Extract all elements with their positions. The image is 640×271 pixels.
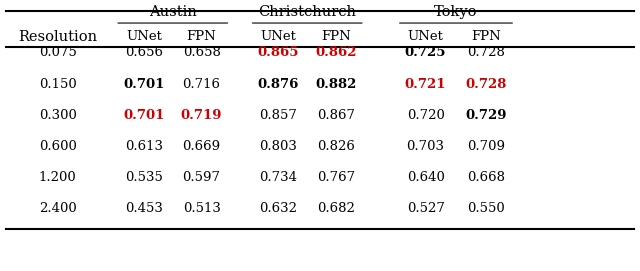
Text: 0.597: 0.597 [182, 171, 221, 184]
Text: UNet: UNet [126, 30, 162, 43]
Text: 2.400: 2.400 [39, 202, 76, 215]
Text: 1.200: 1.200 [39, 171, 76, 184]
Text: Austin: Austin [149, 5, 196, 19]
Text: 0.721: 0.721 [405, 78, 446, 91]
Text: 0.668: 0.668 [467, 171, 506, 184]
Text: 0.656: 0.656 [125, 46, 163, 59]
Text: Christchurch: Christchurch [258, 5, 356, 19]
Text: UNet: UNet [408, 30, 444, 43]
Text: 0.862: 0.862 [316, 46, 356, 59]
Text: 0.725: 0.725 [405, 46, 446, 59]
Text: 0.150: 0.150 [39, 78, 76, 91]
Text: 0.658: 0.658 [182, 46, 221, 59]
Text: 0.728: 0.728 [467, 46, 506, 59]
Text: 0.719: 0.719 [181, 109, 222, 122]
Text: 0.728: 0.728 [466, 78, 507, 91]
Text: 0.669: 0.669 [182, 140, 221, 153]
Text: 0.513: 0.513 [182, 202, 221, 215]
Text: FPN: FPN [187, 30, 216, 43]
Text: 0.720: 0.720 [406, 109, 445, 122]
Text: 0.613: 0.613 [125, 140, 163, 153]
Text: 0.075: 0.075 [38, 46, 77, 59]
Text: 0.709: 0.709 [467, 140, 506, 153]
Text: UNet: UNet [260, 30, 296, 43]
Text: 0.857: 0.857 [259, 109, 298, 122]
Text: 0.535: 0.535 [125, 171, 163, 184]
Text: 0.300: 0.300 [38, 109, 77, 122]
Text: 0.767: 0.767 [317, 171, 355, 184]
Text: 0.600: 0.600 [38, 140, 77, 153]
Text: 0.527: 0.527 [406, 202, 445, 215]
Text: 0.876: 0.876 [258, 78, 299, 91]
Text: 0.703: 0.703 [406, 140, 445, 153]
Text: Resolution: Resolution [18, 30, 97, 44]
Text: 0.632: 0.632 [259, 202, 298, 215]
Text: 0.701: 0.701 [124, 109, 164, 122]
Text: 0.826: 0.826 [317, 140, 355, 153]
Text: 0.867: 0.867 [317, 109, 355, 122]
Text: 0.803: 0.803 [259, 140, 298, 153]
Text: 0.550: 0.550 [468, 202, 505, 215]
Text: 0.701: 0.701 [124, 78, 164, 91]
Text: Tokyo: Tokyo [435, 5, 477, 19]
Text: 0.453: 0.453 [125, 202, 163, 215]
Text: FPN: FPN [472, 30, 501, 43]
Text: 0.682: 0.682 [317, 202, 355, 215]
Text: 0.716: 0.716 [182, 78, 221, 91]
Text: FPN: FPN [321, 30, 351, 43]
Text: 0.640: 0.640 [406, 171, 445, 184]
Text: 0.865: 0.865 [258, 46, 299, 59]
Text: 0.729: 0.729 [466, 109, 507, 122]
Text: 0.734: 0.734 [259, 171, 298, 184]
Text: 0.882: 0.882 [316, 78, 356, 91]
